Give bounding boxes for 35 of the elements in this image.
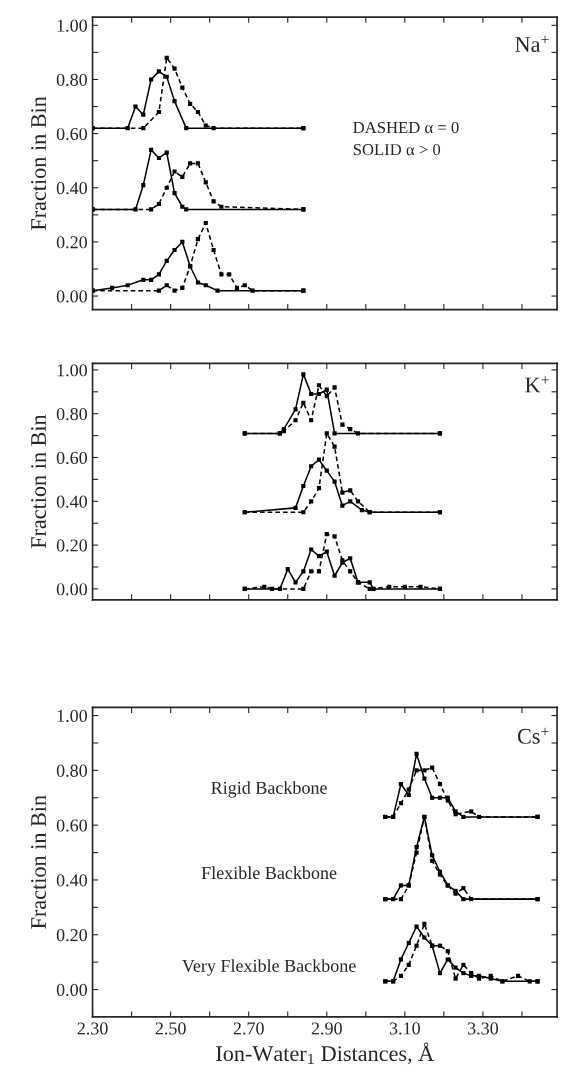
x-tick-label: 3.30 (467, 1022, 499, 1035)
annotation: DASHED α = 0 SOLID α > 0 (353, 121, 459, 156)
x-tick-label: 2.30 (77, 1022, 108, 1035)
annotation: Very Flexible Backbone (182, 959, 356, 976)
y-tick-label: 0.80 (56, 73, 88, 86)
y-tick-label: 0.00 (56, 983, 88, 997)
annotation: Rigid Backbone (211, 781, 327, 798)
x-tick-label: 2.70 (233, 1022, 264, 1035)
y-axis-title: Fraction in Bin (31, 795, 47, 929)
y-tick-label: 0.20 (56, 929, 88, 942)
y-tick-label: 0.00 (56, 583, 88, 596)
y-tick-label: 0.80 (56, 407, 88, 421)
annotation: K$^{+}$ (525, 376, 549, 393)
y-tick-label: 0.00 (56, 290, 88, 303)
y-tick-label: 0.20 (56, 539, 88, 552)
y-tick-label: 0.40 (56, 495, 88, 508)
annotation: Cs$^{+}$ (517, 727, 549, 744)
y-tick-label: 0.60 (56, 451, 88, 465)
y-tick-label: 1.00 (57, 709, 88, 723)
x-tick-label: 2.50 (155, 1022, 186, 1035)
annotation: Na$^{+}$ (515, 35, 549, 52)
y-tick-label: 0.40 (56, 874, 88, 887)
y-tick-label: 1.00 (57, 364, 88, 377)
annotation: Flexible Backbone (201, 866, 337, 880)
y-tick-label: 0.60 (56, 819, 88, 832)
y-tick-label: 0.40 (56, 182, 88, 195)
y-axis-title: Fraction in Bin (31, 414, 47, 549)
y-axis-title: Fraction in Bin (31, 96, 47, 231)
y-tick-label: 0.60 (56, 127, 88, 141)
x-axis-title: Ion-Water$_{1}$ Distances, Å (216, 1042, 435, 1065)
y-tick-label: 1.00 (57, 19, 88, 32)
x-tick-label: 2.90 (311, 1022, 342, 1035)
y-tick-label: 0.20 (56, 236, 88, 249)
x-tick-label: 3.10 (389, 1022, 420, 1035)
y-tick-label: 0.80 (56, 764, 88, 777)
